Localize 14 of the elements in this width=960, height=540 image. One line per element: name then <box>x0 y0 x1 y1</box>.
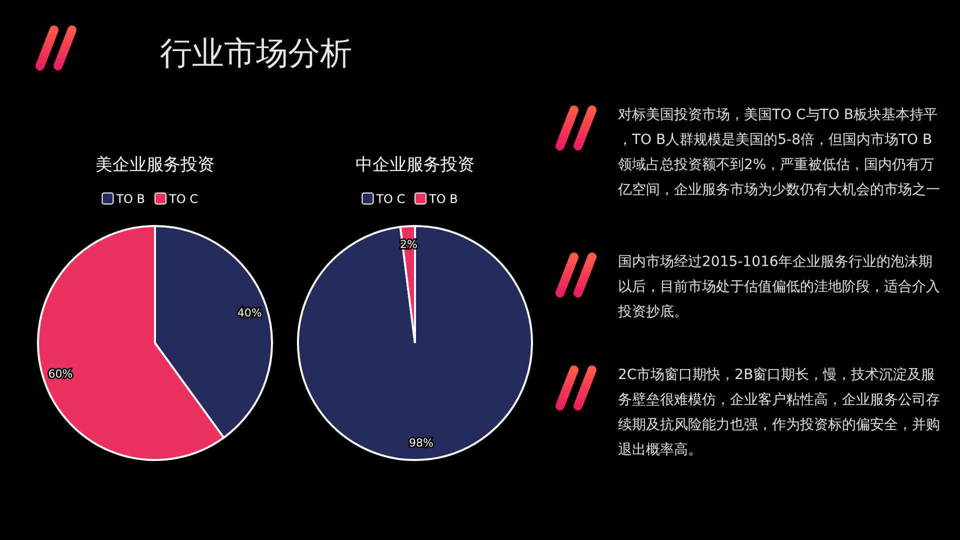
text: 行业市场分析 <box>160 34 352 72</box>
legend-label: TO B <box>115 192 146 206</box>
chart-title: 中企业服务投资 <box>356 155 474 175</box>
legend-label: TO B <box>428 192 458 206</box>
data-label: 40% <box>237 306 262 320</box>
legend-label: TO C <box>375 192 406 206</box>
text: 对标美国投资市场，美国TO C与TO B板块基本持平，TO B人群规模是美国的5-8倍，但国内市场TO B领域占总投资额不到2%，严重被低估，国内仍有万亿空间，企业服务市场为少数仍有大机会的市场之一 <box>617 107 940 198</box>
text: 2C市场窗口期快，2B窗口期长，慢，技术沉淀及服务壁垒很难模仿，企业客户粘性高，企业服务公司存续期及抗风险能力也强，作为投资标的偏安全，并购退出概率高。 <box>618 367 940 458</box>
text: 国内市场经过2015-1016年企业服务行业的泡沫期以后，目前市场处于估值偏低的洼地阶段，适合介入投资抄底。 <box>617 254 940 320</box>
data-label: 98% <box>409 436 434 450</box>
data-label: 60% <box>48 368 73 381</box>
pie-slice <box>297 225 533 461</box>
legend-label: TO C <box>168 192 198 206</box>
chart-title: 美企业服务投资 <box>96 155 214 175</box>
